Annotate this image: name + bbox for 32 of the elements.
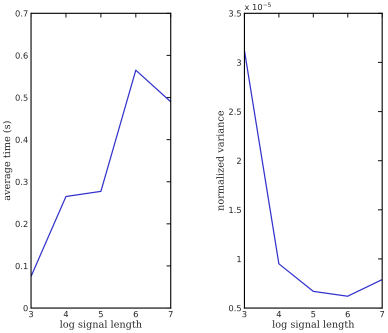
x-axis-title: log signal length	[272, 320, 354, 330]
x-tick-label: 3	[29, 310, 34, 318]
y-tick-label: 0.7	[16, 10, 28, 17]
text: x 10$^{−5}$	[244, 2, 271, 10]
y-tick-label: 1	[237, 256, 241, 262]
y-tick-label: 3.5	[229, 10, 241, 17]
x-tick-label: 6	[346, 310, 350, 318]
y-tick-label: 0.4	[16, 136, 28, 143]
y-tick-label: 0.5	[228, 305, 241, 312]
x-tick-label: 7	[380, 311, 384, 318]
x-tick-label: 6	[134, 310, 138, 318]
y-tick-label: 0.3	[16, 178, 28, 186]
y-axis-title: average time (s)	[2, 121, 12, 200]
y-axis-title: normalized variance	[216, 110, 224, 211]
y-tick-label: 0.2	[16, 220, 28, 228]
y-tick-label: 2.5	[229, 108, 241, 115]
x-tick-label: 4	[276, 311, 282, 318]
y-tick-label: 0.1	[16, 262, 28, 270]
x-axis-title: log signal length	[60, 320, 142, 330]
x-tick-label: 4	[64, 311, 68, 318]
x-tick-label: 5	[311, 311, 316, 318]
y-tick-label: 3	[236, 59, 241, 66]
y-tick-label: 1.5	[229, 206, 241, 214]
x-tick-label: 7	[168, 311, 173, 318]
line-series	[244, 50, 382, 297]
x-tick-label: 3	[242, 310, 246, 318]
y-tick-label: 0.6	[16, 52, 28, 59]
line-series	[31, 70, 171, 278]
x-tick-label: 5	[98, 311, 103, 318]
y-tick-label: 0	[24, 305, 28, 312]
y-tick-label: 2	[236, 158, 241, 164]
y-tick-label: 0.5	[16, 94, 28, 101]
